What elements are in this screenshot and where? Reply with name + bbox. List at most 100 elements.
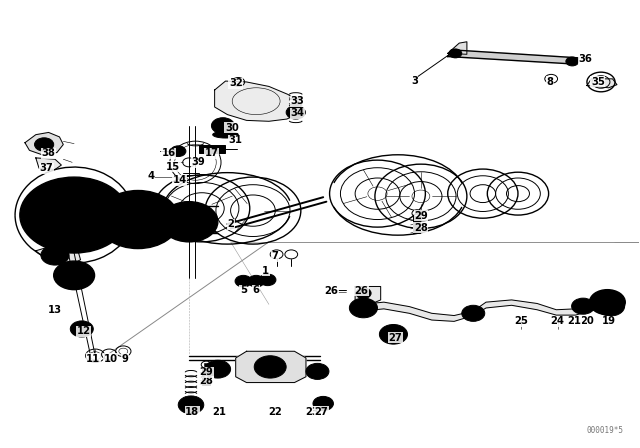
- Circle shape: [589, 290, 625, 314]
- Circle shape: [161, 202, 218, 242]
- Text: 13: 13: [48, 305, 62, 315]
- Text: 28: 28: [200, 376, 213, 386]
- Text: 5: 5: [240, 285, 247, 295]
- Polygon shape: [36, 244, 81, 267]
- Circle shape: [380, 324, 408, 344]
- Text: 9: 9: [122, 354, 129, 364]
- Text: 8: 8: [547, 77, 554, 87]
- Circle shape: [356, 288, 371, 298]
- Text: 29: 29: [200, 367, 213, 377]
- Circle shape: [235, 276, 252, 287]
- Text: 25: 25: [514, 316, 528, 326]
- Polygon shape: [355, 287, 381, 305]
- Circle shape: [254, 356, 286, 378]
- Text: 30: 30: [225, 123, 239, 133]
- Circle shape: [566, 57, 579, 66]
- Circle shape: [211, 118, 234, 134]
- Text: 18: 18: [185, 407, 199, 417]
- Text: 20: 20: [580, 316, 594, 326]
- Text: 24: 24: [550, 316, 564, 326]
- Circle shape: [61, 267, 87, 284]
- Circle shape: [313, 396, 333, 411]
- Circle shape: [572, 298, 595, 314]
- Text: 37: 37: [40, 163, 54, 173]
- Bar: [204, 363, 210, 366]
- Circle shape: [35, 138, 54, 151]
- Circle shape: [107, 202, 130, 218]
- Circle shape: [70, 321, 93, 337]
- Text: 35: 35: [591, 77, 605, 87]
- Polygon shape: [362, 300, 614, 321]
- Bar: [415, 211, 421, 214]
- Text: 36: 36: [578, 54, 592, 64]
- Text: 14: 14: [172, 175, 187, 185]
- Bar: [202, 368, 209, 385]
- Text: 33: 33: [291, 96, 305, 106]
- Text: 21: 21: [212, 407, 226, 417]
- Text: 12: 12: [77, 326, 91, 336]
- Circle shape: [60, 229, 88, 249]
- Text: 39: 39: [192, 157, 205, 168]
- Circle shape: [462, 305, 484, 321]
- Text: 38: 38: [42, 148, 56, 159]
- Text: 4: 4: [147, 171, 154, 181]
- Bar: [413, 216, 420, 233]
- Text: 11: 11: [86, 354, 100, 364]
- Polygon shape: [36, 158, 61, 169]
- Bar: [198, 145, 225, 153]
- Circle shape: [90, 193, 118, 213]
- Circle shape: [205, 360, 230, 378]
- Circle shape: [54, 261, 95, 290]
- Text: 26: 26: [324, 286, 339, 296]
- Circle shape: [171, 146, 186, 156]
- Polygon shape: [448, 42, 467, 54]
- Circle shape: [178, 396, 204, 414]
- Circle shape: [349, 298, 378, 318]
- Circle shape: [596, 296, 625, 316]
- Circle shape: [134, 228, 157, 244]
- Circle shape: [30, 193, 58, 213]
- Text: 10: 10: [104, 354, 118, 364]
- Text: 16: 16: [161, 148, 176, 159]
- Text: 000019*5: 000019*5: [586, 426, 623, 435]
- Circle shape: [306, 363, 329, 379]
- Text: 7: 7: [272, 251, 279, 261]
- Circle shape: [134, 195, 157, 211]
- Text: 29: 29: [414, 211, 428, 221]
- Circle shape: [60, 181, 88, 201]
- Text: 3: 3: [411, 76, 418, 86]
- Text: 27: 27: [314, 407, 328, 417]
- Circle shape: [97, 190, 179, 249]
- Polygon shape: [214, 81, 301, 121]
- Polygon shape: [25, 133, 63, 155]
- Text: 28: 28: [414, 223, 428, 233]
- Circle shape: [90, 217, 118, 237]
- Circle shape: [151, 211, 173, 228]
- Circle shape: [286, 106, 305, 119]
- Text: 17: 17: [204, 148, 218, 159]
- Text: 34: 34: [291, 108, 305, 118]
- Circle shape: [259, 274, 276, 286]
- Text: 2: 2: [227, 219, 234, 229]
- Circle shape: [41, 246, 69, 265]
- Text: 19: 19: [602, 316, 616, 326]
- Text: 15: 15: [166, 162, 180, 172]
- Polygon shape: [236, 351, 306, 383]
- Circle shape: [107, 221, 130, 237]
- Polygon shape: [587, 79, 617, 88]
- Text: 32: 32: [229, 78, 243, 88]
- Text: 1: 1: [262, 266, 269, 276]
- Text: 31: 31: [228, 135, 243, 145]
- Ellipse shape: [212, 131, 238, 138]
- Text: 23: 23: [305, 407, 319, 417]
- Text: 26: 26: [355, 286, 369, 296]
- Text: 22: 22: [268, 407, 282, 417]
- Text: 21: 21: [567, 316, 581, 326]
- Circle shape: [20, 177, 129, 253]
- Circle shape: [248, 276, 264, 287]
- Polygon shape: [448, 50, 579, 64]
- Circle shape: [30, 217, 58, 237]
- Text: 27: 27: [388, 333, 402, 343]
- Text: 6: 6: [253, 285, 260, 295]
- Circle shape: [449, 49, 462, 58]
